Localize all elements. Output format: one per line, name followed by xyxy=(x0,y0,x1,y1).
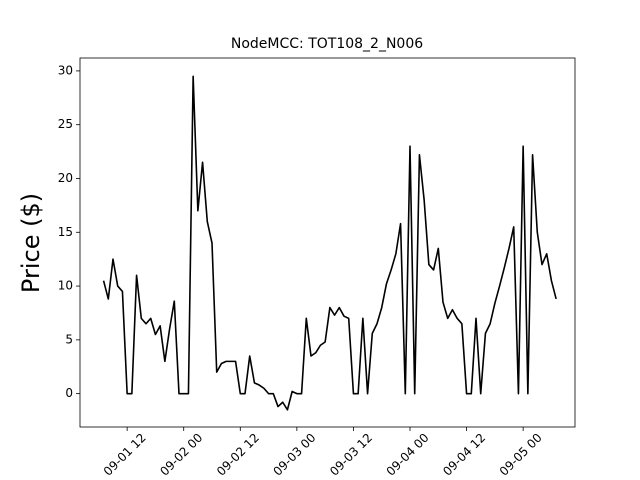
chart-title: NodeMCC: TOT108_2_N006 xyxy=(231,36,423,52)
x-tick-label: 09-02 00 xyxy=(157,431,205,479)
x-tick-label: 09-04 12 xyxy=(440,431,488,479)
y-tick-label: 15 xyxy=(58,225,73,239)
y-tick-label: 20 xyxy=(58,171,73,185)
y-tick-label: 5 xyxy=(65,332,73,346)
x-tick-label: 09-04 00 xyxy=(384,431,432,479)
x-tick-label: 09-03 12 xyxy=(327,431,375,479)
plot-frame xyxy=(79,57,576,428)
y-tick-label: 25 xyxy=(58,117,73,131)
y-tick-label: 10 xyxy=(58,279,73,293)
x-tick-label: 09-02 12 xyxy=(214,431,262,479)
y-tick-label: 30 xyxy=(58,63,73,77)
x-tick-label: 09-03 00 xyxy=(270,431,318,479)
y-tick-label: 0 xyxy=(65,386,73,400)
price-line xyxy=(102,75,557,411)
x-tick-label: 09-05 00 xyxy=(497,431,545,479)
y-axis-label: Price ($) xyxy=(17,193,45,293)
x-tick-label: 09-01 12 xyxy=(101,431,149,479)
